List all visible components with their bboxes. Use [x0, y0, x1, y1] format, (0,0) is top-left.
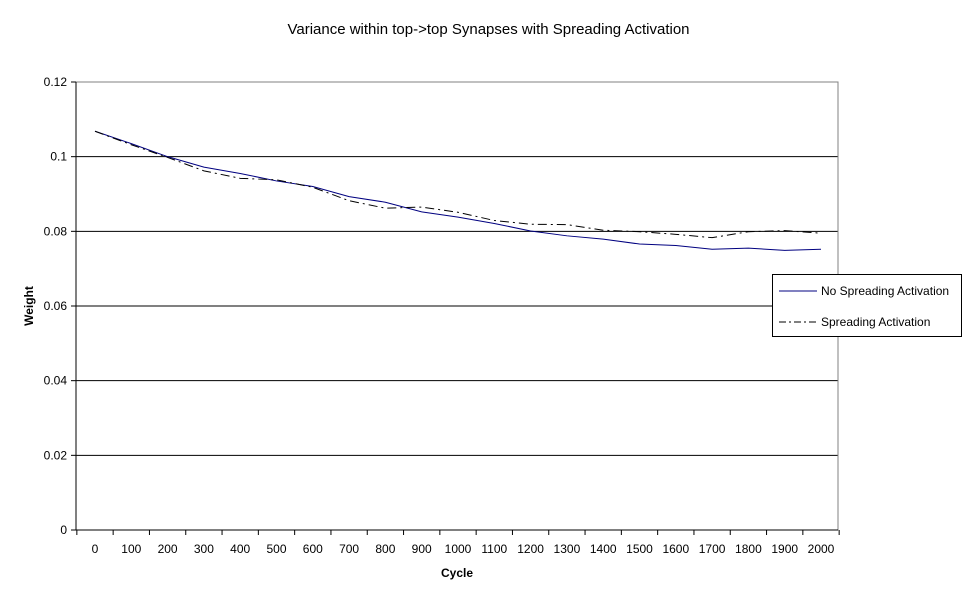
- x-tick-label: 900: [412, 542, 432, 556]
- legend-item-spreading: Spreading Activation: [779, 314, 930, 330]
- x-tick-label: 1500: [626, 542, 653, 556]
- gridlines: [76, 81, 838, 456]
- x-axis: 0 100 200 300 400 500 600 700 800 900 1000 1100 1200…: [76, 529, 840, 556]
- x-tick-label: 0: [92, 542, 99, 556]
- x-tick-label: 100: [121, 542, 141, 556]
- x-tick-label: 1300: [554, 542, 581, 556]
- x-tick-label: 2000: [808, 542, 835, 556]
- x-tick-label: 1100: [481, 542, 507, 556]
- series-line-no-spreading: [94, 130, 822, 251]
- y-tick-label: 0.12: [44, 75, 68, 89]
- legend-solid-line-icon: [779, 290, 817, 292]
- y-tick-label: 0.04: [44, 374, 68, 388]
- legend-dashdot-line-icon: [779, 321, 817, 323]
- x-tick-label: 800: [375, 542, 395, 556]
- chart-title: Variance within top->top Synapses with S…: [287, 21, 690, 38]
- x-tick-label: 200: [158, 542, 178, 556]
- x-tick-label: 1900: [771, 542, 798, 556]
- x-axis-label: Cycle: [441, 566, 473, 580]
- y-tick-label: 0.02: [44, 448, 68, 462]
- x-tick-label: 500: [266, 542, 286, 556]
- legend-label-no-spreading: No Spreading Activation: [821, 284, 950, 298]
- x-tick-label: 300: [194, 542, 214, 556]
- y-axis-label: Weight: [22, 286, 36, 326]
- legend: No Spreading Activation Spreading Activa…: [772, 274, 962, 337]
- legend-item-no-spreading: No Spreading Activation: [779, 283, 949, 299]
- legend-label-spreading: Spreading Activation: [821, 315, 931, 329]
- y-axis: 0 0.02 0.04 0.06 0.08 0.1 0.12: [44, 75, 77, 537]
- y-tick-label: 0.1: [50, 150, 67, 164]
- y-tick-label: 0.06: [44, 299, 68, 313]
- x-tick-label: 1700: [699, 542, 726, 556]
- x-tick-label: 1600: [662, 542, 689, 556]
- x-tick-label: 400: [230, 542, 250, 556]
- x-tick-label: 1400: [590, 542, 617, 556]
- y-tick-label: 0: [60, 523, 67, 537]
- series-layer: [94, 130, 822, 251]
- x-tick-label: 1800: [735, 542, 762, 556]
- series-line-spreading: [94, 130, 822, 239]
- x-tick-label: 700: [339, 542, 359, 556]
- y-tick-label: 0.08: [44, 224, 68, 238]
- x-tick-label: 1000: [445, 542, 472, 556]
- x-tick-label: 1200: [517, 542, 544, 556]
- x-tick-label: 600: [303, 542, 323, 556]
